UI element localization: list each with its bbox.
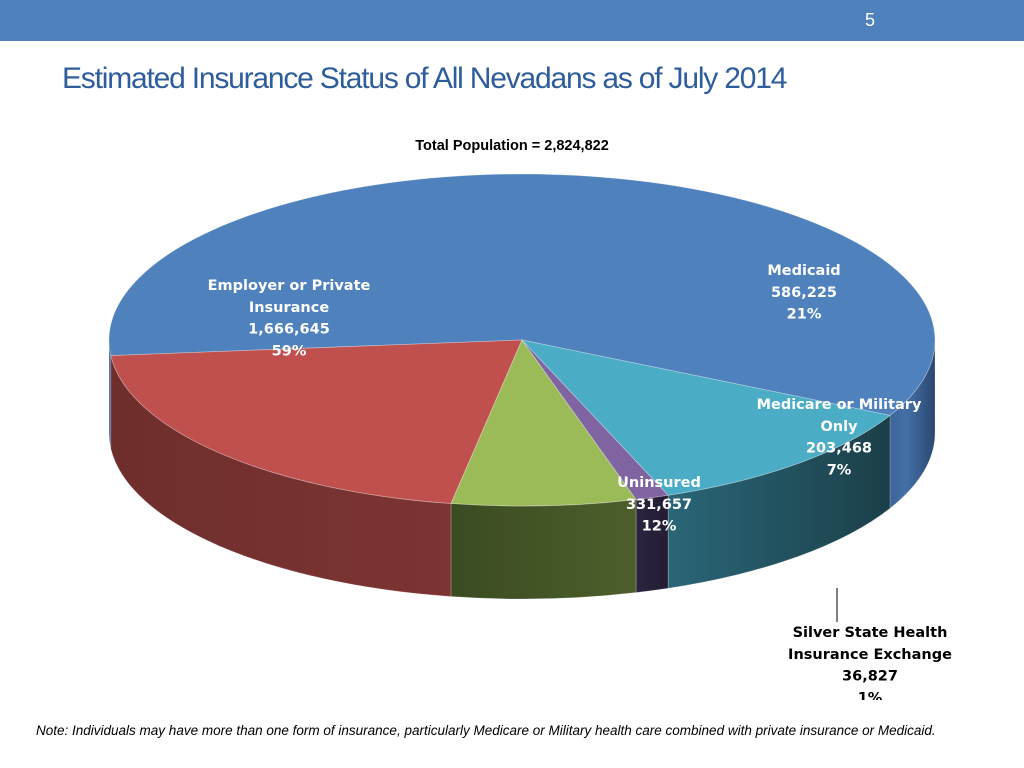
header-bar xyxy=(0,0,1024,41)
pie-slice-medicare xyxy=(450,339,637,507)
data-label-text-exchange: Silver State Health Insurance Exchange 36,… xyxy=(788,625,952,700)
data-label-employer: Employer or Private Insurance 1,666,645 59% xyxy=(208,278,371,359)
data-label-text-uninsured: Uninsured 331,657 12% xyxy=(617,475,701,535)
chart-subtitle: Total Population = 2,824,822 xyxy=(415,138,609,154)
pie-side-medicare xyxy=(450,499,637,600)
data-label-medicaid: Medicaid 586,225 21% xyxy=(767,263,840,323)
pie-slice-exchange xyxy=(521,339,670,500)
data-label-text-medicaid: Medicaid 586,225 21% xyxy=(767,263,840,323)
data-label-text-employer: Employer or Private Insurance 1,666,645 59% xyxy=(208,278,371,359)
data-label-uninsured: Uninsured 331,657 12% xyxy=(617,475,701,535)
data-label-exchange: Silver State Health Insurance Exchange 36,… xyxy=(788,625,952,700)
pie-slice-medicaid xyxy=(110,339,523,504)
slide-title: Estimated Insurance Status of All Nevada… xyxy=(62,62,787,95)
pie-slice-employer xyxy=(108,173,936,416)
pie-slice-uninsured xyxy=(520,339,891,496)
data-label-medicare: Medicare or Military Only 203,468 7% xyxy=(757,397,922,478)
footnote: Note: Individuals may have more than one… xyxy=(36,723,936,738)
slide-number: 5 xyxy=(864,10,875,30)
data-label-text-medicare: Medicare or Military Only 203,468 7% xyxy=(757,397,922,478)
pie-chart: Employer or Private Insurance 1,666,645 59%… xyxy=(108,173,952,700)
